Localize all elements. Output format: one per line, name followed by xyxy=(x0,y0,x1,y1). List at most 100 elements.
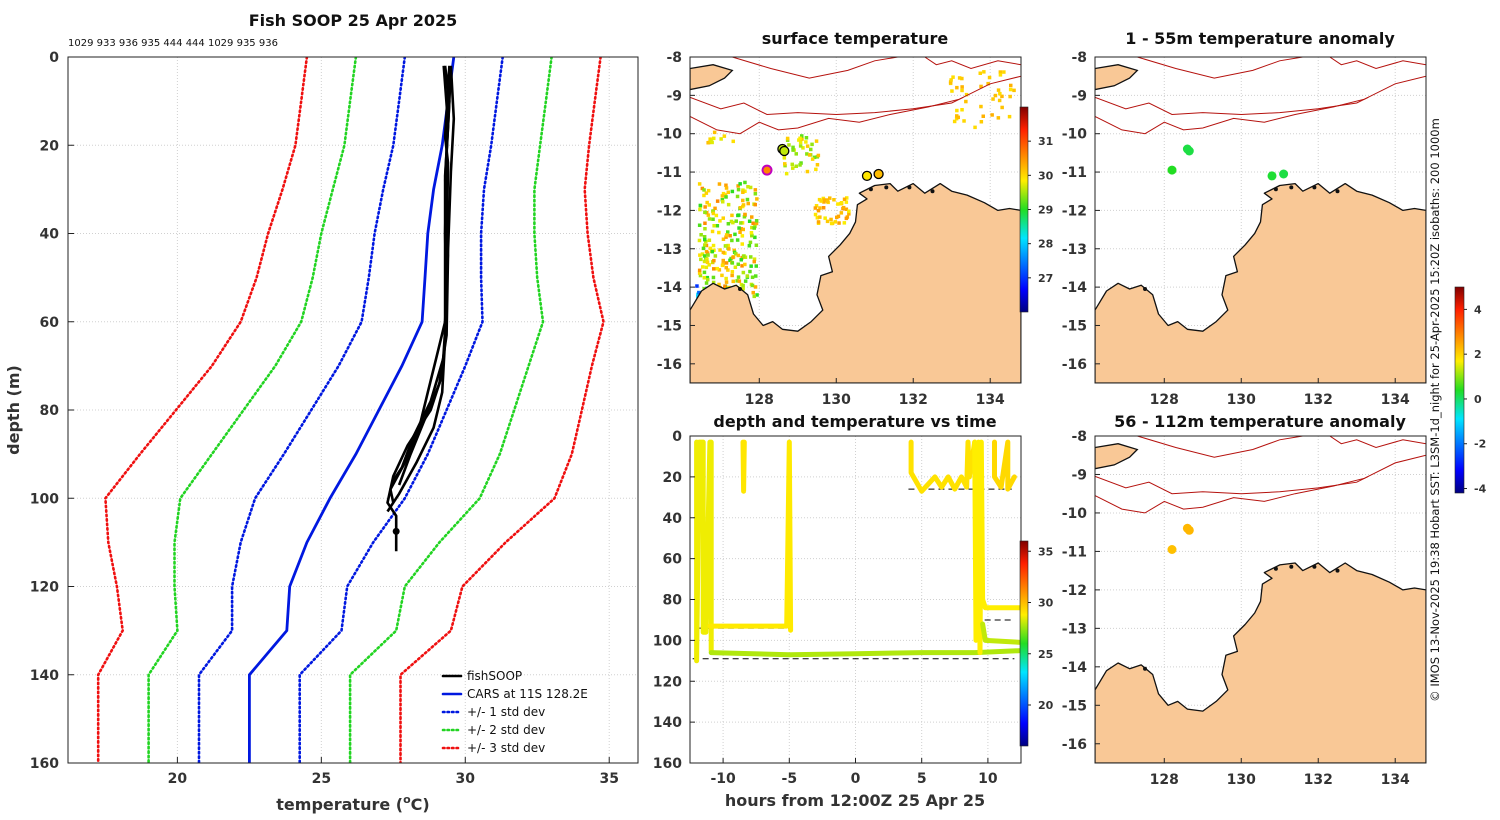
anomaly1-ytick-label: -15 xyxy=(1062,318,1087,334)
sst-pixel xyxy=(724,244,729,248)
island xyxy=(1273,566,1278,571)
sst-pixel xyxy=(754,221,759,226)
depth-time-xtick-label: -10 xyxy=(710,771,736,787)
profile-std3-line xyxy=(96,57,309,763)
sst-pixel xyxy=(804,136,809,140)
sst-pixel xyxy=(702,193,706,198)
sst-pixel xyxy=(741,188,745,192)
anomaly2-ytick-label: -8 xyxy=(1071,429,1087,445)
anomaly1-ytick-label: -10 xyxy=(1062,127,1088,143)
sst-pixel xyxy=(720,194,725,198)
surface-cast-point xyxy=(779,145,790,157)
isobath-line xyxy=(1095,475,1369,495)
sst-pixel xyxy=(696,292,700,297)
sst-pixel xyxy=(754,264,758,268)
profile-xtick-label: 20 xyxy=(168,771,188,787)
sst-pixel xyxy=(750,215,754,219)
sst-pixel xyxy=(828,196,832,200)
sst-pixel xyxy=(829,221,834,226)
sst-pixel xyxy=(837,221,841,225)
sst-pixel xyxy=(752,226,756,230)
sst-pixel xyxy=(742,215,747,219)
sst-pixel xyxy=(703,210,707,215)
sst-pixel xyxy=(721,258,725,263)
surface-colorbar-ticks: 27 28 29 30 31 xyxy=(1028,135,1054,285)
sst-pixel xyxy=(735,194,740,199)
sst-pixel xyxy=(787,143,791,147)
sst-pixel xyxy=(703,227,707,231)
sst-pixel xyxy=(706,253,710,257)
timor-land xyxy=(1095,443,1139,470)
australia-land xyxy=(1095,562,1426,763)
depth-time-trace xyxy=(972,439,1021,656)
surface-ytick-label: -9 xyxy=(666,88,682,104)
sst-pixel xyxy=(982,70,986,74)
surface-temperature-map: surface temperature 128 130 132 134 -8 -9 -10 -… xyxy=(657,29,1054,408)
sst-pixel xyxy=(752,257,757,261)
profile-std2-line xyxy=(348,57,553,763)
sst-pixel xyxy=(717,282,721,287)
sst-pixel xyxy=(794,164,798,168)
sst-pixel xyxy=(991,97,995,101)
sst-pixel xyxy=(734,252,738,256)
sst-pixel xyxy=(993,93,998,98)
anomaly2-points xyxy=(1167,523,1194,554)
sst-pixel xyxy=(731,255,735,260)
anomaly2-ytick-label: -12 xyxy=(1062,583,1087,599)
sst-pixel xyxy=(752,294,756,299)
sst-pixel xyxy=(697,223,702,227)
profile-ytick-label: 20 xyxy=(40,138,60,154)
sst-pixel xyxy=(844,216,849,221)
sst-pixel xyxy=(747,219,752,223)
sst-pixel xyxy=(785,136,790,141)
sst-pixel xyxy=(699,257,703,262)
island xyxy=(930,189,935,194)
sst-pixel xyxy=(738,182,742,186)
sst-pixel xyxy=(743,189,747,193)
sst-pixel xyxy=(724,195,728,199)
timor-land xyxy=(690,64,734,91)
sst-pixel xyxy=(844,207,849,211)
sst-pixel xyxy=(724,265,728,270)
sst-pixel xyxy=(702,235,707,239)
an-cb-label: -2 xyxy=(1474,438,1486,451)
sst-pixel xyxy=(743,262,747,267)
sst-pixel xyxy=(1008,87,1013,92)
depth-time-trace xyxy=(992,439,1017,492)
anomaly2-cast-point xyxy=(1167,545,1177,554)
sst-pixel xyxy=(753,202,757,207)
depth-time-ytick-label: 0 xyxy=(672,429,682,445)
anomaly-1-55m-map: 1 - 55m temperature anomaly 128 130 132 134… xyxy=(1062,29,1427,408)
profile-ticks: 20 25 30 35 0 20 40 60 80 100 120 140 160 xyxy=(30,50,619,787)
island xyxy=(1273,187,1278,192)
sst-pixel xyxy=(711,209,715,214)
sst-pixel xyxy=(743,180,747,185)
sst-pixel xyxy=(733,265,738,269)
sst-pixel xyxy=(783,163,787,168)
sst-pixel xyxy=(957,76,962,80)
sst-pixel xyxy=(799,161,803,165)
island xyxy=(1289,564,1294,569)
sst-pixel xyxy=(697,290,701,295)
anomaly2-xtick-label: 134 xyxy=(1381,772,1410,788)
profile-ytick-label: 80 xyxy=(40,403,60,419)
anomaly2-xtick-label: 128 xyxy=(1150,772,1179,788)
sst-pixel xyxy=(713,254,718,258)
depth-time-colorbar xyxy=(1019,540,1029,747)
surface-cast-point xyxy=(861,170,873,182)
sst-pixel xyxy=(805,144,810,148)
sst-pixel xyxy=(842,221,847,225)
sst-pixel xyxy=(752,259,756,264)
sst-pixel xyxy=(798,144,803,148)
profile-xtick-label: 35 xyxy=(599,771,618,787)
sst-pixel xyxy=(821,206,826,210)
sst-pixel xyxy=(748,240,753,245)
sst-pixel xyxy=(712,267,716,271)
sst-pixel xyxy=(715,199,720,203)
sst-pixel xyxy=(800,137,804,141)
depth-time-title: depth and temperature vs time xyxy=(713,412,996,431)
sst-pixel xyxy=(813,206,818,210)
anomaly2-ytick-label: -16 xyxy=(1062,737,1087,753)
surface-points xyxy=(761,143,884,182)
